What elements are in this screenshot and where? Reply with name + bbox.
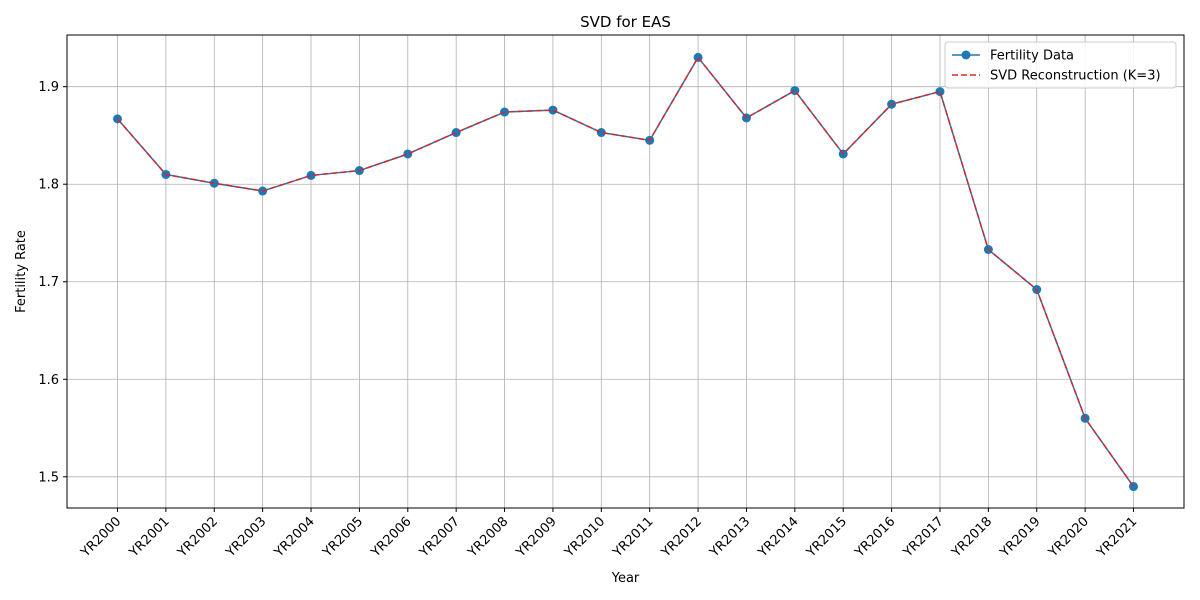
- chart-title: SVD for EAS: [580, 13, 671, 31]
- y-tick-label: 1.8: [38, 178, 59, 193]
- data-point-fertility-data: [548, 105, 558, 115]
- data-point-fertility-data: [596, 128, 606, 138]
- y-axis: 1.5 1.6 1.7 1.8 1.9: [38, 80, 67, 485]
- series-line-svd-reconstruction: [116, 56, 1135, 487]
- plot-frame: [66, 34, 1185, 509]
- legend-label-fertility-data: Fertility Data: [990, 49, 1074, 64]
- x-axis-label: Year: [611, 571, 640, 586]
- y-tick-label: 1.9: [38, 80, 59, 95]
- data-point-fertility-data: [451, 128, 461, 138]
- legend: Fertility Data SVD Reconstruction (K=3): [944, 41, 1177, 89]
- series-layer: [113, 52, 1138, 492]
- data-point-fertility-data: [403, 149, 413, 159]
- legend-marker-fertility-data: [961, 50, 971, 60]
- grid: [67, 35, 1184, 508]
- y-tick-label: 1.5: [38, 470, 59, 485]
- data-point-fertility-data: [306, 170, 316, 180]
- y-tick-label: 1.6: [38, 373, 59, 388]
- y-axis-label: Fertility Rate: [14, 230, 29, 313]
- data-point-fertility-data: [935, 87, 945, 97]
- legend-label-svd-reconstruction: SVD Reconstruction (K=3): [990, 69, 1161, 84]
- y-tick-label: 1.7: [38, 275, 59, 290]
- legend-box: [944, 41, 1177, 89]
